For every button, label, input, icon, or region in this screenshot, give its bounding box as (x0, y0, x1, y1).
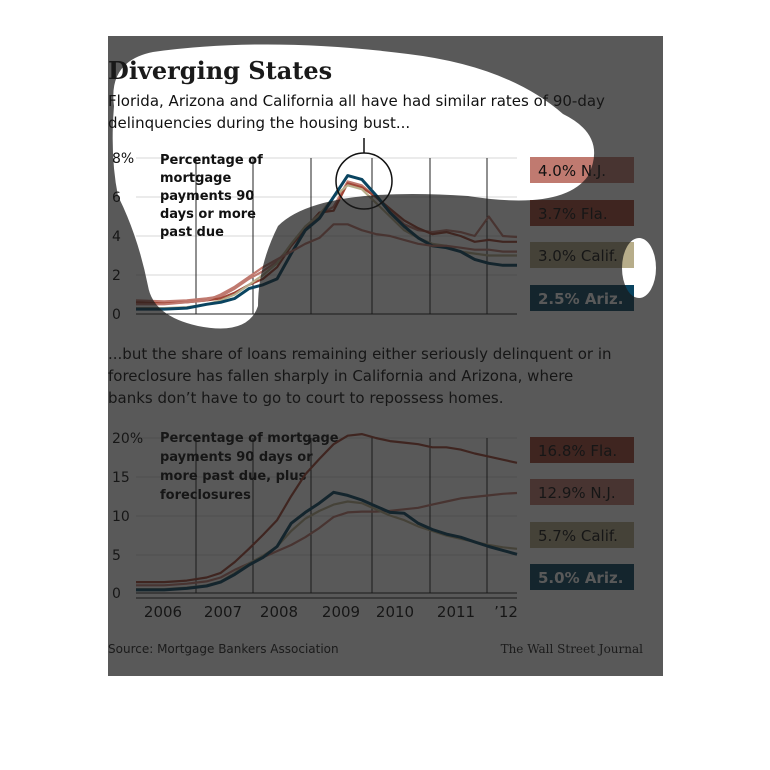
chart-annotation: foreclosures (160, 488, 251, 503)
x-tick-label: 2006 (144, 603, 182, 621)
y-tick-label: 15 (112, 470, 130, 486)
y-tick-label: 4 (112, 229, 121, 245)
series-label: 3.7% Fla. (538, 205, 608, 223)
series-label: 12.9% N.J. (538, 484, 616, 502)
chart-annotation: mortgage (160, 171, 231, 186)
y-tick-label: 8% (112, 151, 134, 167)
chart-annotation: payments 90 (160, 189, 254, 204)
series-label: 5.7% Calif. (538, 527, 618, 545)
series-label: 3.0% Calif. (538, 247, 618, 265)
y-tick-label: 10 (112, 509, 130, 525)
x-tick-label: 2008 (260, 603, 298, 621)
series-label: 5.0% Ariz. (538, 569, 623, 587)
chart-annotation: Percentage of (160, 153, 263, 168)
x-tick-label: 2007 (204, 603, 242, 621)
y-tick-label: 2 (112, 268, 121, 284)
chart-annotation: more past due, plus (160, 469, 307, 484)
chart-annotation: past due (160, 225, 224, 240)
y-tick-label: 0 (112, 586, 121, 602)
x-tick-label: 2009 (322, 603, 360, 621)
publisher-credit: The Wall Street Journal (500, 642, 643, 656)
y-tick-label: 5 (112, 548, 121, 564)
y-tick-label: 0 (112, 307, 121, 323)
series-label: 16.8% Fla. (538, 442, 617, 460)
x-tick-label: ’12 (494, 603, 518, 621)
x-tick-label: 2011 (437, 603, 475, 621)
series-line-calif (136, 500, 518, 591)
chart-annotation: days or more (160, 207, 256, 222)
chart-annotation: Percentage of mortgage (160, 431, 339, 446)
y-tick-label: 6 (112, 190, 121, 206)
x-tick-label: 2010 (376, 603, 414, 621)
chart-annotation: payments 90 days or (160, 450, 313, 465)
series-label: 4.0% N.J. (538, 162, 606, 180)
source-note: Source: Mortgage Bankers Association (108, 642, 339, 656)
series-label: 2.5% Ariz. (538, 290, 623, 308)
y-tick-label: 20% (112, 431, 143, 447)
